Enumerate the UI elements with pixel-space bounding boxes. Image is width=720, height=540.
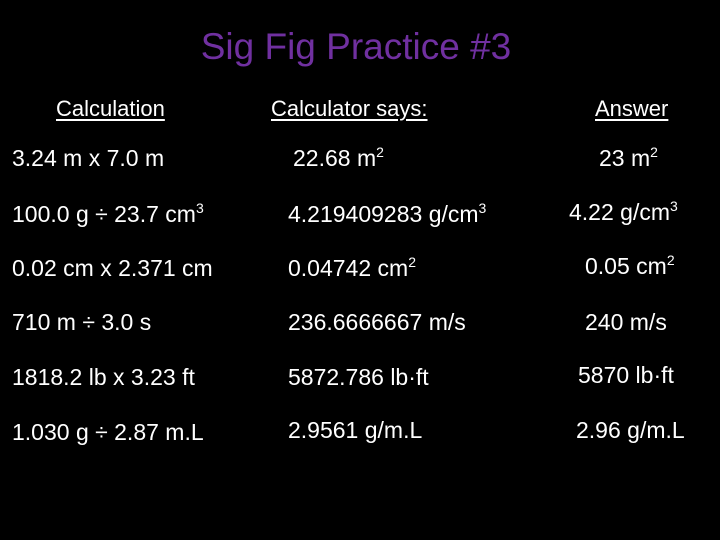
row-4-answer: 240 m/s <box>585 309 667 335</box>
row-2-answer: 4.22 g/cm3 <box>569 198 678 225</box>
row-2-calculation: 100.0 g ÷ 23.7 cm3 <box>12 200 204 227</box>
row-3-calculator: 0.04742 cm2 <box>288 254 416 281</box>
slide-title: Sig Fig Practice #3 <box>200 26 512 67</box>
row-1-calculation: 3.24 m x 7.0 m <box>12 145 165 171</box>
row-2-calculator: 4.219409283 g/cm3 <box>288 200 487 227</box>
header-calculation: Calculation <box>56 96 165 121</box>
row-3-answer: 0.05 cm2 <box>585 252 675 279</box>
row-6-calculation: 1.030 g ÷ 2.87 m.L <box>12 419 204 445</box>
row-1-answer: 23 m2 <box>599 144 658 171</box>
header-answer: Answer <box>595 96 669 121</box>
row-4-calculation: 710 m ÷ 3.0 s <box>12 309 152 335</box>
row-3-calculation: 0.02 cm x 2.371 cm <box>12 255 213 281</box>
row-5-calculator: 5872.786 lb·ft <box>288 364 429 390</box>
row-1-calculator: 22.68 m2 <box>293 144 384 171</box>
row-6-calculator: 2.9561 g/m.L <box>288 417 423 443</box>
row-5-calculation: 1818.2 lb x 3.23 ft <box>12 364 195 390</box>
row-6-answer: 2.96 g/m.L <box>576 417 685 443</box>
row-4-calculator: 236.6666667 m/s <box>288 309 466 335</box>
header-calculator-says: Calculator says: <box>271 96 428 121</box>
row-5-answer: 5870 lb·ft <box>578 362 674 388</box>
